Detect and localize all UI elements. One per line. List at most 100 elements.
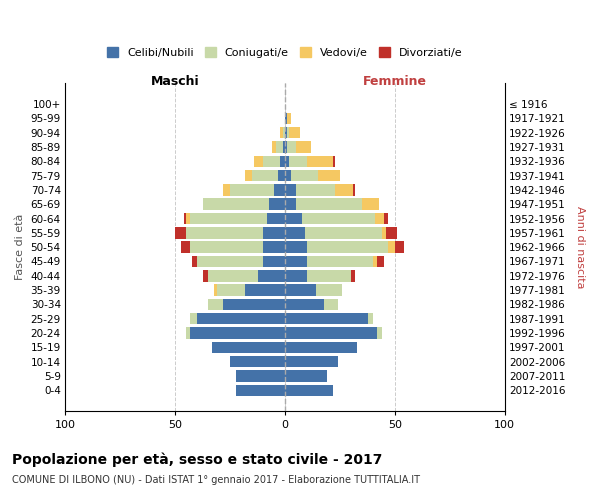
Bar <box>214 284 217 296</box>
Bar <box>296 198 362 210</box>
Bar <box>305 227 382 238</box>
Bar <box>395 242 404 253</box>
Bar <box>388 242 395 253</box>
Bar <box>377 256 384 267</box>
Bar <box>223 184 230 196</box>
Bar <box>362 198 379 210</box>
Bar <box>203 270 208 281</box>
Bar <box>263 227 285 238</box>
Bar <box>263 242 285 253</box>
Bar <box>283 127 285 138</box>
Bar <box>263 256 285 267</box>
Bar <box>285 141 287 152</box>
Bar <box>236 384 285 396</box>
Bar <box>307 256 373 267</box>
Bar <box>230 184 274 196</box>
Bar <box>353 184 355 196</box>
Bar <box>335 184 353 196</box>
Bar <box>276 141 283 152</box>
Bar <box>333 156 335 167</box>
Bar <box>175 227 186 238</box>
Text: Maschi: Maschi <box>151 75 199 88</box>
Bar <box>285 313 368 324</box>
Bar <box>184 213 186 224</box>
Bar <box>208 270 259 281</box>
Y-axis label: Anni di nascita: Anni di nascita <box>575 206 585 288</box>
Bar <box>217 284 245 296</box>
Bar <box>368 313 373 324</box>
Bar <box>384 213 388 224</box>
Bar <box>186 328 190 339</box>
Bar <box>252 170 278 181</box>
Bar <box>190 313 197 324</box>
Bar <box>181 242 190 253</box>
Bar <box>285 127 287 138</box>
Bar <box>285 270 307 281</box>
Bar <box>285 227 305 238</box>
Bar <box>375 213 384 224</box>
Bar <box>245 170 252 181</box>
Bar <box>259 270 285 281</box>
Bar <box>278 170 285 181</box>
Bar <box>382 227 386 238</box>
Bar <box>190 213 267 224</box>
Bar <box>208 298 223 310</box>
Bar <box>186 213 190 224</box>
Bar <box>280 156 285 167</box>
Bar <box>190 328 285 339</box>
Bar <box>296 141 311 152</box>
Y-axis label: Fasce di età: Fasce di età <box>15 214 25 280</box>
Bar <box>285 156 289 167</box>
Text: COMUNE DI ILBONO (NU) - Dati ISTAT 1° gennaio 2017 - Elaborazione TUTTITALIA.IT: COMUNE DI ILBONO (NU) - Dati ISTAT 1° ge… <box>12 475 420 485</box>
Bar <box>285 284 316 296</box>
Text: Femmine: Femmine <box>363 75 427 88</box>
Bar <box>269 198 285 210</box>
Bar <box>263 156 280 167</box>
Bar <box>285 384 333 396</box>
Bar <box>245 284 285 296</box>
Bar <box>190 242 263 253</box>
Bar <box>283 141 285 152</box>
Bar <box>287 141 296 152</box>
Bar <box>203 198 269 210</box>
Bar <box>285 170 292 181</box>
Bar <box>197 313 285 324</box>
Bar <box>223 298 285 310</box>
Bar <box>285 256 307 267</box>
Bar <box>267 213 285 224</box>
Bar <box>254 156 263 167</box>
Bar <box>287 127 289 138</box>
Bar <box>325 298 338 310</box>
Bar <box>316 284 342 296</box>
Bar <box>285 112 287 124</box>
Bar <box>377 328 382 339</box>
Bar <box>274 184 285 196</box>
Bar <box>285 356 338 368</box>
Bar <box>285 242 307 253</box>
Bar <box>289 127 300 138</box>
Bar <box>212 342 285 353</box>
Bar <box>386 227 397 238</box>
Bar <box>302 213 375 224</box>
Bar <box>307 270 351 281</box>
Bar <box>193 256 197 267</box>
Bar <box>236 370 285 382</box>
Bar <box>292 170 318 181</box>
Legend: Celibi/Nubili, Coniugati/e, Vedovi/e, Divorziati/e: Celibi/Nubili, Coniugati/e, Vedovi/e, Di… <box>103 43 467 62</box>
Bar <box>197 256 263 267</box>
Bar <box>285 370 326 382</box>
Bar <box>373 256 377 267</box>
Bar <box>272 141 276 152</box>
Bar <box>289 156 307 167</box>
Bar <box>351 270 355 281</box>
Bar <box>307 242 388 253</box>
Text: Popolazione per età, sesso e stato civile - 2017: Popolazione per età, sesso e stato civil… <box>12 452 382 467</box>
Bar <box>280 127 283 138</box>
Bar <box>285 328 377 339</box>
Bar <box>285 184 296 196</box>
Bar <box>285 342 358 353</box>
Bar <box>285 298 325 310</box>
Bar <box>285 213 302 224</box>
Bar <box>186 227 263 238</box>
Bar <box>285 198 296 210</box>
